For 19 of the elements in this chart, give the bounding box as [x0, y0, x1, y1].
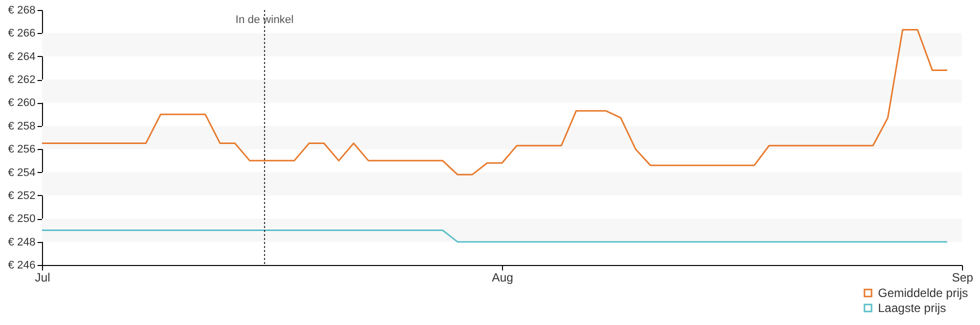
y-tick-label: € 250	[8, 213, 36, 226]
y-tick-label: € 264	[8, 50, 36, 63]
legend-label: Laagste prijs	[878, 301, 946, 315]
y-tick-label: € 254	[8, 166, 36, 179]
y-tick-label: € 256	[8, 144, 36, 156]
x-tick-label: Jul	[34, 270, 50, 284]
y-tick-label: € 260	[8, 97, 36, 110]
y-tick-label: € 252	[8, 190, 36, 202]
legend-label: Gemiddelde prijs	[878, 286, 968, 300]
x-tick-label: Aug	[492, 270, 514, 284]
ref-line-label: In de winkel	[236, 14, 294, 26]
x-tick-label: Sep	[952, 270, 974, 284]
y-tick-label: € 262	[8, 74, 36, 86]
y-tick-label: € 246	[8, 260, 36, 272]
y-tick-label: € 268	[8, 4, 36, 16]
y-tick-label: € 258	[8, 120, 36, 132]
y-tick-label: € 266	[8, 28, 36, 40]
line-series	[41, 28, 948, 176]
y-tick-label: € 248	[8, 236, 36, 248]
